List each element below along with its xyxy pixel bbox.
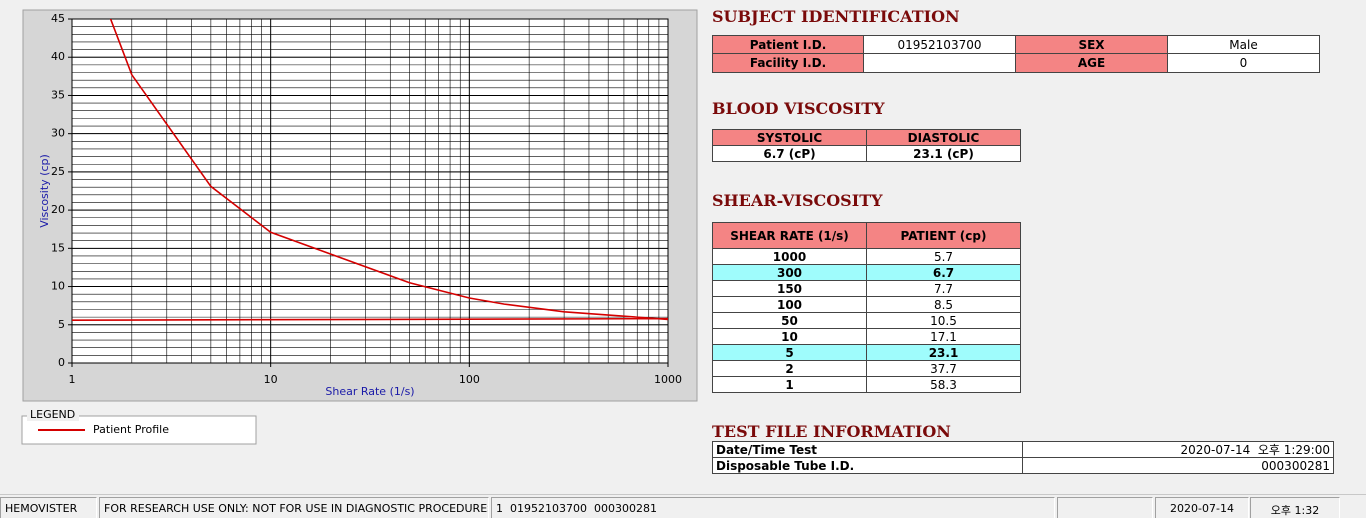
series-line [72, 317, 668, 321]
plot-border [71, 18, 669, 364]
table-cell: 23.1 [866, 344, 1021, 361]
table-cell: 50 [712, 312, 867, 329]
y-tick-label: 25 [51, 165, 65, 178]
y-tick-label: 45 [51, 12, 65, 25]
chart: 0 5 10 15 20 25 30 35 40 45 1 10 100 1000 Shear Rate (… [21, 9, 698, 445]
status-bar [0, 494, 1366, 518]
table-cell: 17.1 [866, 328, 1021, 345]
y-tick-label: 35 [51, 88, 65, 101]
x-tick-label: 10 [264, 373, 278, 386]
status-segment [1057, 497, 1153, 518]
status-segment: 오후 1:32 [1250, 497, 1340, 518]
y-tick-label: 10 [51, 280, 65, 293]
header-cell: DIASTOLIC [866, 129, 1021, 146]
status-segment: HEMOVISTER [0, 497, 97, 518]
info-label: Date/Time Test [712, 441, 1023, 458]
table-cell: 1 [712, 376, 867, 393]
y-tick-label: 0 [58, 356, 65, 369]
y-tick-label: 15 [51, 241, 65, 254]
value-cell: 6.7 (cP) [712, 145, 867, 162]
legend-label: Patient Profile [93, 423, 169, 436]
section-title: SHEAR-VISCOSITY [712, 191, 883, 210]
section-title: TEST FILE INFORMATION [712, 422, 951, 441]
table-cell: 10.5 [866, 312, 1021, 329]
plot-area [72, 19, 668, 363]
cell-value: 0 [1167, 53, 1320, 73]
cell-value: 01952103700 [863, 35, 1016, 54]
table-cell: 10 [712, 328, 867, 345]
x-tick-label: 100 [459, 373, 480, 386]
y-tick-label: 20 [51, 203, 65, 216]
table-cell: 5 [712, 344, 867, 361]
table-cell: 5.7 [866, 248, 1021, 265]
header-cell: SYSTOLIC [712, 129, 867, 146]
cell-label: Patient I.D. [712, 35, 864, 54]
legend-title: LEGEND [30, 408, 75, 421]
table-cell: 150 [712, 280, 867, 297]
info-value: 2020-07-14 오후 1:29:00 [1022, 441, 1334, 458]
x-tick-label: 1000 [654, 373, 682, 386]
section-title: BLOOD VISCOSITY [712, 99, 885, 118]
cell-label: SEX [1015, 35, 1168, 54]
header-cell: PATIENT (cp) [866, 222, 1021, 249]
series-line [109, 19, 668, 321]
table-cell: 37.7 [866, 360, 1021, 377]
table-cell: 58.3 [866, 376, 1021, 393]
y-tick-label: 40 [51, 50, 65, 63]
info-value: 000300281 [1022, 457, 1334, 474]
cell-label: Facility I.D. [712, 53, 864, 73]
legend-title-bg [27, 409, 79, 421]
status-segment: FOR RESEARCH USE ONLY: NOT FOR USE IN DI… [99, 497, 489, 518]
info-label: Disposable Tube I.D. [712, 457, 1023, 474]
cell-value [863, 53, 1016, 73]
section-title: SUBJECT IDENTIFICATION [712, 7, 960, 26]
y-axis-label: Viscosity (cp) [38, 154, 51, 228]
table-cell: 8.5 [866, 296, 1021, 313]
status-segment: 2020-07-14 [1155, 497, 1249, 518]
table-cell: 7.7 [866, 280, 1021, 297]
table-cell: 6.7 [866, 264, 1021, 281]
x-tick-label: 1 [69, 373, 76, 386]
table-cell: 100 [712, 296, 867, 313]
value-cell: 23.1 (cP) [866, 145, 1021, 162]
header-cell: SHEAR RATE (1/s) [712, 222, 867, 249]
x-axis-label: Shear Rate (1/s) [325, 385, 414, 398]
status-segment: 1 01952103700 000300281 [491, 497, 1055, 518]
y-tick-label: 30 [51, 127, 65, 140]
y-tick-label: 5 [58, 318, 65, 331]
table-cell: 1000 [712, 248, 867, 265]
table-cell: 300 [712, 264, 867, 281]
cell-label: AGE [1015, 53, 1168, 73]
table-cell: 2 [712, 360, 867, 377]
cell-value: Male [1167, 35, 1320, 54]
